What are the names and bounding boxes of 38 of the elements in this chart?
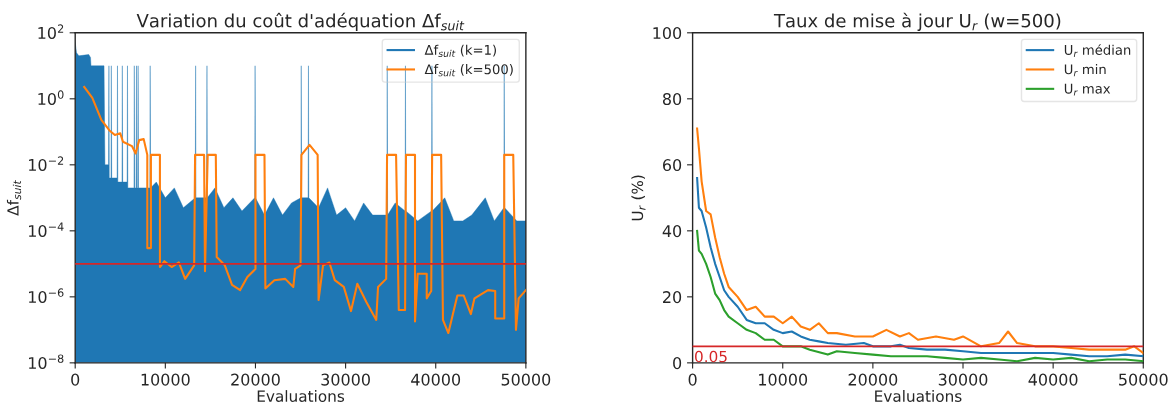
y-tick-label: 10$^{−6}$ [29, 288, 64, 304]
x-tick-label: 40000 [411, 373, 461, 386]
x-tick-label: 40000 [1028, 373, 1078, 386]
legend-label: U$_{r}$ min [1064, 64, 1106, 77]
chart-title: Taux de mise à jour U$_{r}$ (w=500) [773, 12, 1061, 31]
x-tick-label: 50000 [501, 373, 551, 386]
x-tick-label: 20000 [848, 373, 898, 386]
x-tick-label: 50000 [1119, 373, 1168, 386]
line-series [83, 85, 526, 335]
y-axis-title: U$_{r}$ (%) [631, 175, 646, 221]
y-tick-label: 60 [662, 159, 682, 172]
y-tick-label: 10$^{−4}$ [29, 222, 64, 238]
x-tick-label: 10000 [141, 373, 190, 386]
y-tick-label: 10$^{−8}$ [29, 354, 64, 370]
y-tick-label: 10$^{2}$ [38, 24, 64, 39]
legend-label: Δf$_{suit}$ (k=500) [424, 64, 513, 77]
y-tick-label: 10$^{−2}$ [29, 156, 64, 171]
x-tick-label: 20000 [231, 373, 280, 386]
y-tick-label: 40 [662, 225, 682, 238]
y-tick-label: 20 [663, 291, 682, 304]
legend-label: U$_{r}$ médian [1064, 44, 1131, 57]
x-axis-title: Evaluations [875, 390, 962, 402]
y-axis-title: Δf$_{suit}$ [6, 180, 22, 216]
x-axis-title: Evaluations [257, 390, 345, 402]
annotation: 0.05 [695, 350, 727, 363]
legend-label: U$_{r}$ max [1064, 83, 1111, 96]
x-tick-label: 10000 [759, 373, 808, 386]
x-tick-label: 0 [71, 373, 80, 386]
x-tick-label: 0 [688, 373, 697, 386]
legend-label: Δf$_{suit}$ (k=1) [424, 44, 496, 57]
x-tick-label: 30000 [938, 373, 988, 386]
y-tick-label: 0 [673, 357, 682, 370]
chart-title: Variation du coût d'adéquation Δf$_{suit}$ [136, 12, 465, 31]
y-tick-label: 10$^{0}$ [38, 90, 64, 105]
y-tick-label: 100 [653, 27, 682, 40]
line-series [696, 229, 1144, 363]
y-tick-label: 80 [662, 93, 682, 106]
x-tick-label: 30000 [321, 373, 370, 386]
